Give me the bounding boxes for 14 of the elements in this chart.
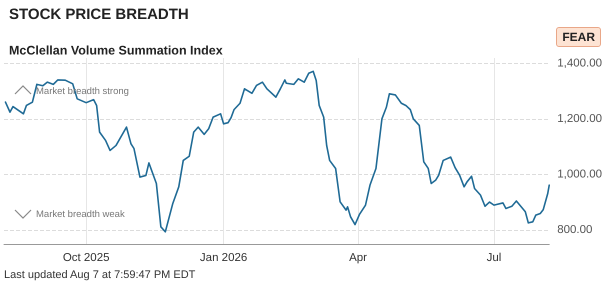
chart-subtitle: McClellan Volume Summation Index	[9, 44, 223, 58]
y-tick-label: 1,400.00	[557, 58, 602, 70]
x-tick-label: Oct 2025	[62, 252, 110, 264]
text: Last updated Aug 7 at 7:59:47 PM EDT	[4, 269, 196, 281]
x-tick-label: Jan 2026	[200, 252, 248, 264]
x-tick-label: Apr	[349, 252, 368, 264]
x-tick-label: Jul	[486, 252, 502, 264]
line-series	[4, 70, 550, 233]
text: FEAR	[556, 27, 601, 47]
annotation: Market breadth weak	[36, 209, 125, 220]
y-tick-label: 1,200.00	[557, 113, 602, 126]
y-tick-label: 800.00	[557, 224, 592, 236]
y-tick-label: 1,000.00	[557, 168, 602, 181]
chart-title: STOCK PRICE BREADTH	[9, 6, 189, 23]
